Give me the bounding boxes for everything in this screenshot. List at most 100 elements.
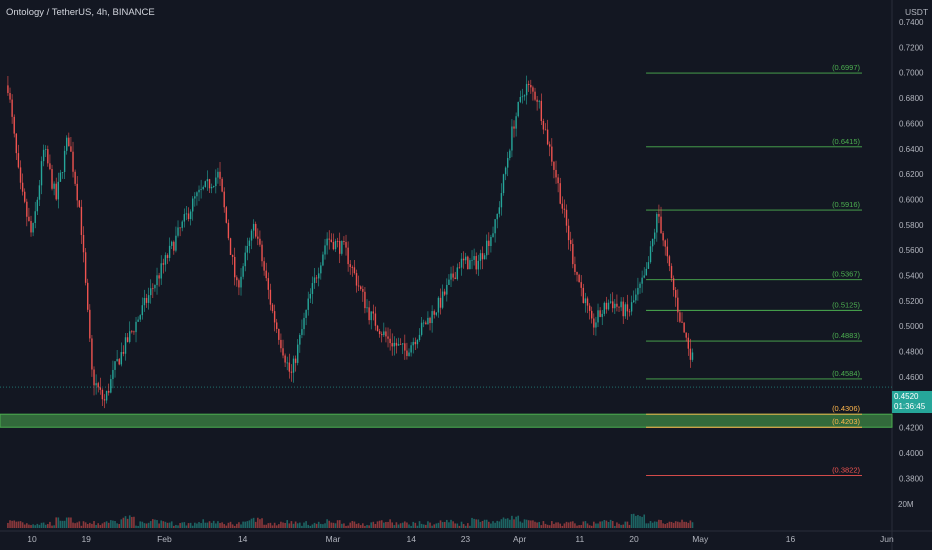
volume-bar	[406, 522, 408, 528]
candle-body	[95, 383, 97, 386]
volume-bar	[523, 519, 526, 528]
candle-body	[202, 186, 204, 190]
volume-scale-label: 20M	[898, 500, 914, 509]
volume-bar	[244, 521, 247, 528]
candle-body	[439, 297, 442, 308]
volume-bar	[576, 525, 578, 528]
candle-body	[588, 305, 591, 311]
candle-body	[240, 276, 242, 288]
volume-bar	[553, 523, 555, 528]
volume-bar	[42, 522, 45, 528]
volume-bar	[462, 524, 465, 528]
candle-body	[305, 309, 307, 318]
volume-bar	[227, 522, 230, 528]
volume-bar	[666, 523, 669, 528]
candle-body	[450, 273, 452, 280]
candle-body	[467, 256, 469, 270]
volume-bar	[290, 521, 293, 528]
candle-body	[593, 318, 595, 328]
candle-body	[68, 137, 70, 147]
candle-body	[204, 181, 207, 187]
volume-bar	[492, 521, 494, 528]
volume-bar	[53, 525, 55, 528]
volume-bar	[443, 521, 446, 528]
candle-body	[250, 230, 253, 241]
candle-body	[563, 208, 566, 210]
candle-body	[624, 304, 627, 317]
volume-bar	[464, 525, 467, 528]
volume-bar	[349, 522, 352, 528]
volume-bar	[284, 523, 286, 528]
x-tick-label: 23	[461, 534, 471, 544]
candle-body	[626, 304, 629, 312]
candle-body	[162, 263, 165, 265]
candle-body	[458, 267, 461, 269]
volume-bar	[23, 524, 26, 528]
volume-bar	[152, 519, 154, 528]
candle-body	[574, 264, 576, 272]
axis-unit: USDT	[905, 7, 929, 17]
candle-body	[630, 302, 633, 312]
candle-body	[259, 238, 261, 245]
volume-bar	[511, 515, 513, 528]
volume-bar	[320, 523, 322, 528]
candle-body	[42, 149, 45, 162]
candle-body	[141, 305, 144, 316]
candle-body	[561, 203, 564, 209]
volume-bar	[269, 522, 272, 528]
volume-bar	[280, 521, 282, 528]
candle-body	[185, 213, 188, 215]
volume-bar	[582, 521, 585, 528]
candle-body	[672, 278, 675, 291]
candle-body	[687, 337, 690, 349]
volume-bar	[156, 520, 158, 528]
volume-bar	[498, 521, 501, 528]
volume-bar	[477, 519, 480, 528]
volume-bar	[670, 521, 673, 528]
volume-bar	[103, 522, 106, 528]
candle-body	[303, 317, 305, 330]
fib-level-label: (0.6997)	[832, 63, 860, 72]
volume-bar	[259, 519, 261, 528]
volume-bar	[286, 520, 289, 528]
candle-body	[126, 337, 129, 342]
fib-level-label: (0.4883)	[832, 331, 860, 340]
volume-bar	[292, 523, 295, 528]
candle-body	[465, 256, 467, 261]
candle-body	[616, 303, 618, 307]
volume-bar	[647, 523, 650, 528]
candle-body	[637, 287, 639, 295]
candle-body	[496, 213, 498, 220]
candle-body	[114, 361, 116, 370]
candle-body	[664, 240, 666, 247]
x-tick-label: 19	[81, 534, 91, 544]
candle-body	[565, 209, 568, 226]
candle-body	[309, 293, 312, 299]
candle-body	[605, 302, 608, 310]
candle-body	[221, 178, 223, 192]
candle-body	[120, 352, 123, 365]
candle-body	[47, 149, 49, 164]
volume-bar	[307, 524, 310, 528]
volume-bar	[282, 522, 284, 528]
candle-body	[614, 303, 616, 309]
volume-bar	[519, 521, 522, 528]
candle-body	[263, 261, 265, 271]
candle-body	[433, 311, 435, 315]
candle-body	[336, 240, 339, 242]
fib-level-label: (0.5367)	[832, 270, 860, 279]
volume-bar	[422, 524, 425, 528]
candle-body	[55, 183, 57, 200]
volume-bar	[513, 519, 515, 528]
volume-bar	[91, 523, 93, 528]
candle-body	[171, 241, 173, 246]
volume-bar	[330, 522, 333, 528]
volume-bar	[521, 522, 524, 528]
candle-body	[326, 238, 328, 246]
y-tick-label: 0.3800	[899, 474, 924, 483]
candle-body	[101, 389, 104, 400]
candle-body	[370, 311, 372, 321]
candle-body	[603, 302, 606, 314]
candle-body	[238, 280, 240, 288]
